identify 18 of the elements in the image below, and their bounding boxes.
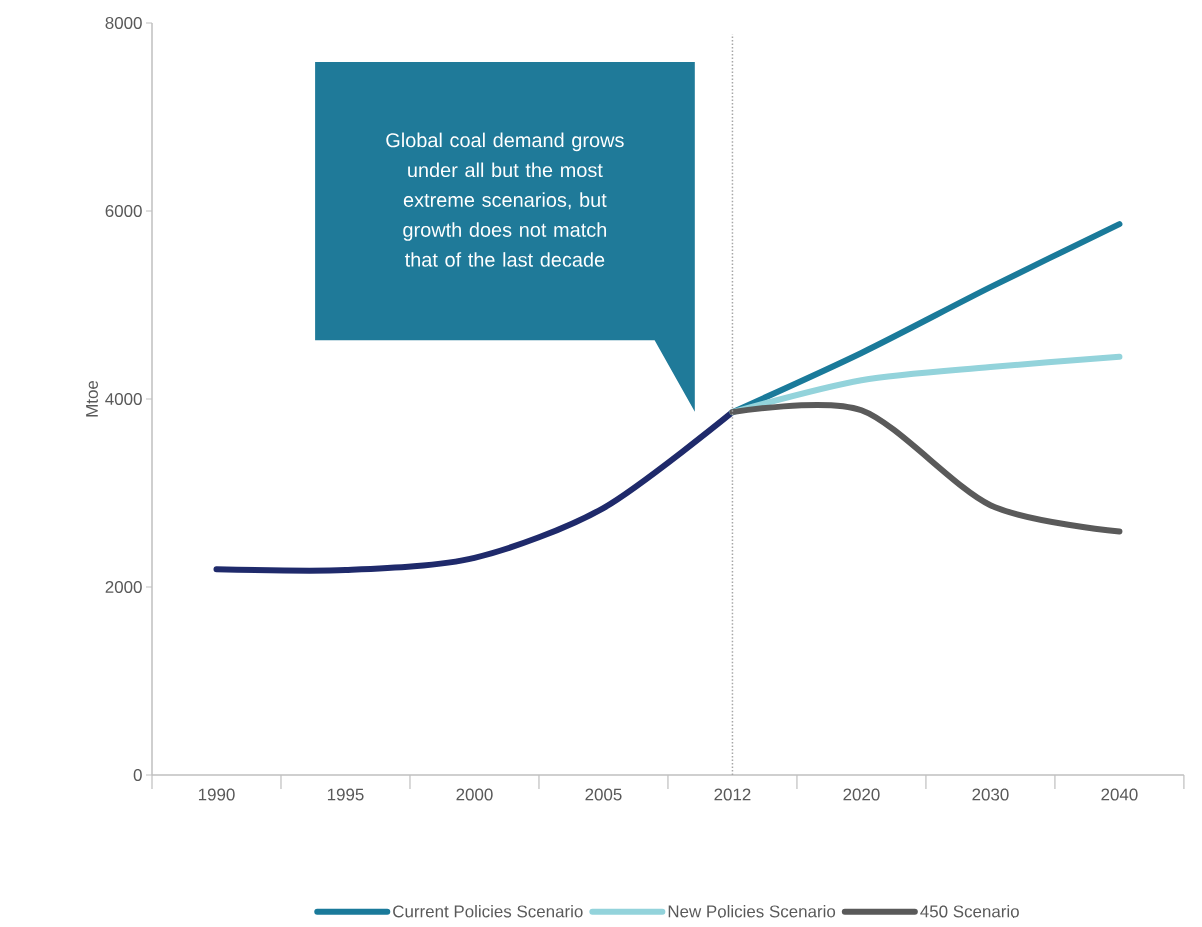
- x-tick-label: 2012: [714, 788, 751, 801]
- x-tick-label: 2005: [585, 788, 622, 801]
- x-tick-label: 2000: [456, 788, 493, 801]
- y-tick-label: 0: [133, 769, 142, 781]
- legend-label: New Policies Scenario: [668, 904, 836, 918]
- y-tick-label: 8000: [105, 17, 142, 29]
- y-tick-label: 4000: [105, 393, 142, 405]
- legend-label: Current Policies Scenario: [393, 904, 583, 918]
- annotation: Global coal demand grows under all but the most extreme scenarios, but growth does not match that of the last decade: [386, 132, 624, 267]
- y-axis-title: Mtoe: [86, 380, 98, 417]
- y-tick-label: 2000: [105, 581, 142, 593]
- y-tick-label: 6000: [105, 205, 142, 217]
- x-tick-label: 2020: [843, 788, 880, 801]
- legend-label: 450 Scenario: [920, 904, 1019, 918]
- x-tick-label: 2030: [972, 788, 1009, 801]
- x-tick-label: 2040: [1101, 788, 1138, 801]
- x-tick-label: 1990: [198, 788, 235, 801]
- x-tick-label: 1995: [327, 788, 364, 801]
